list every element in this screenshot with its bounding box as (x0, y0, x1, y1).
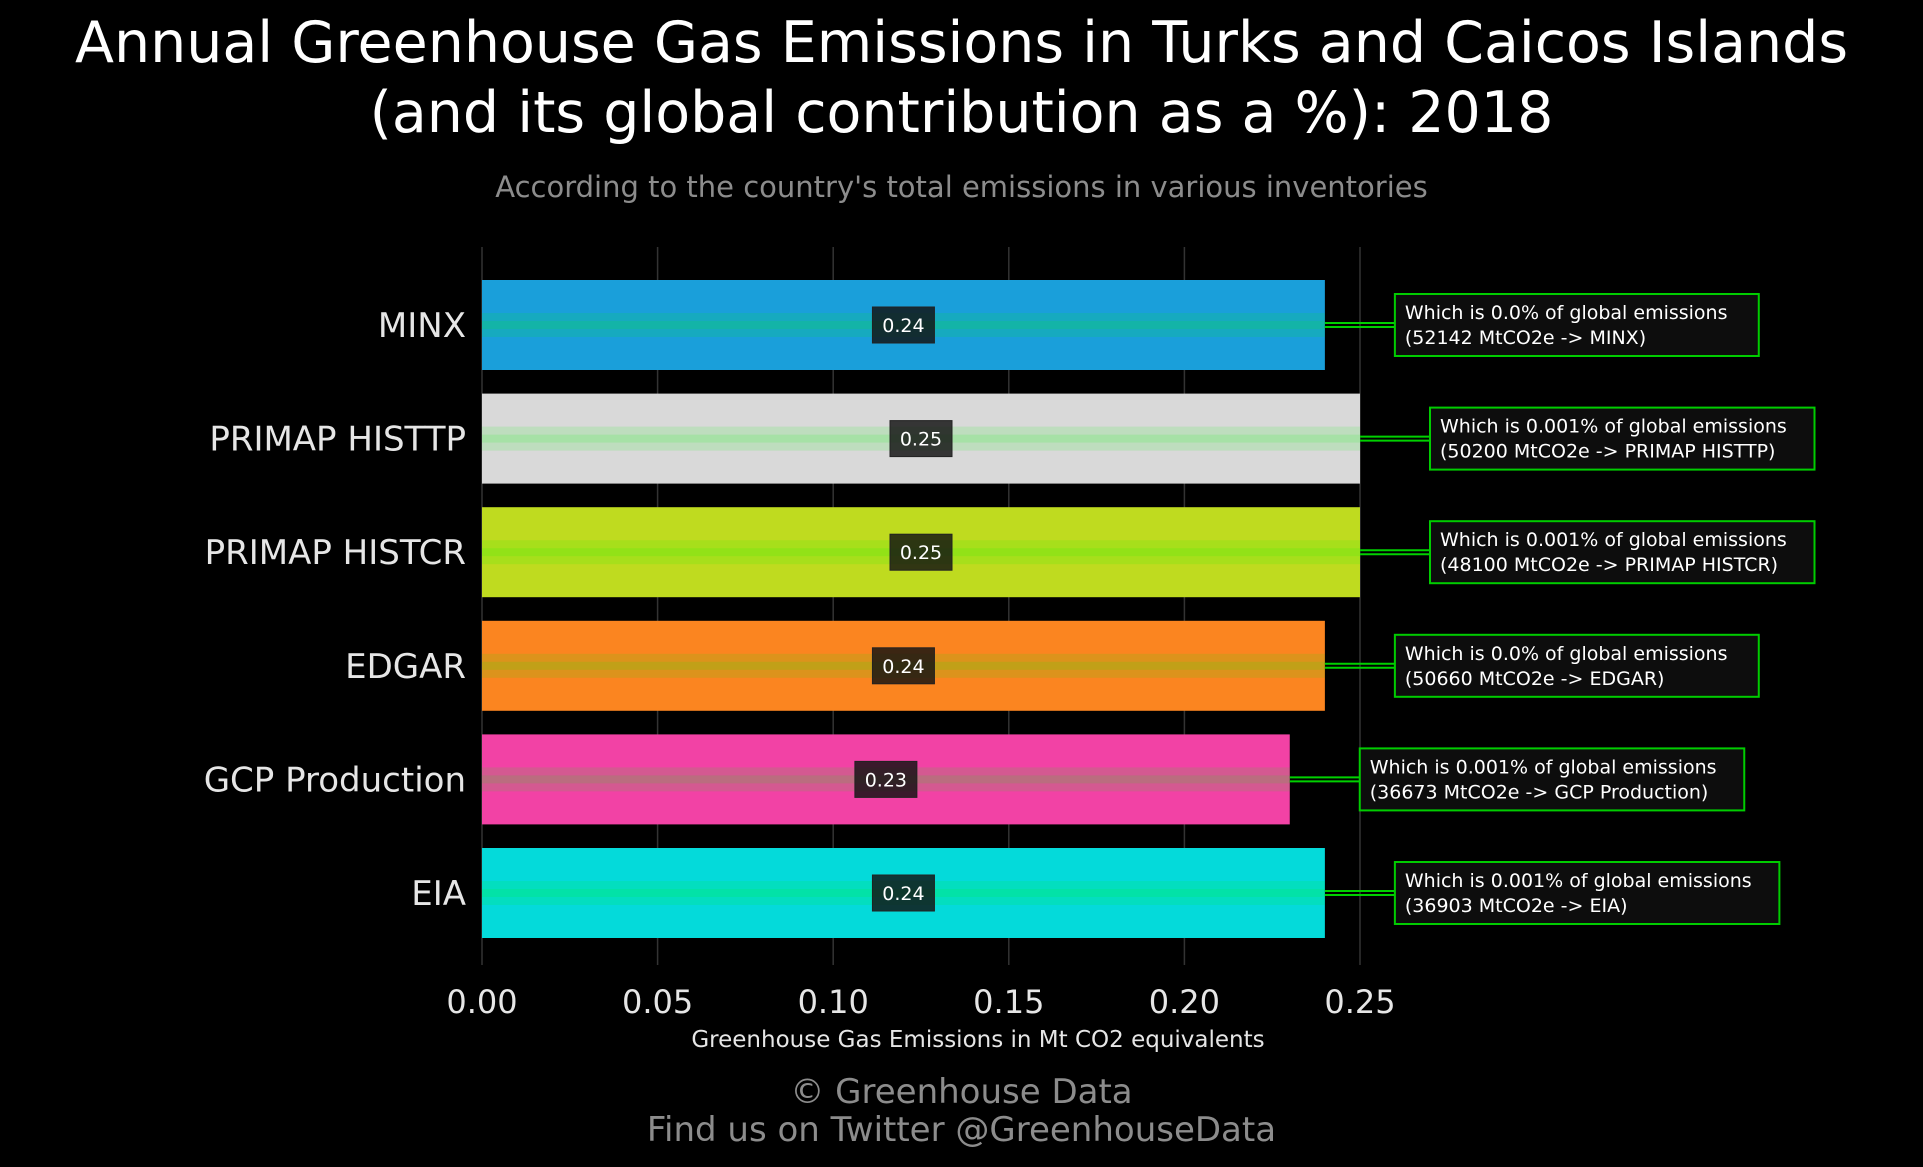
chart-subtitle: According to the country's total emissio… (495, 170, 1428, 204)
category-label-3: EDGAR (345, 647, 466, 687)
value-label-box-1 (889, 420, 953, 458)
annotation-box-4 (1358, 747, 1746, 812)
annotation-line2-3: (50660 MtCO2e -> EDGAR) (1405, 668, 1665, 690)
value-label-4: 0.23 (865, 769, 907, 791)
annotation-box-3 (1393, 633, 1760, 698)
footer-copyright: © Greenhouse Data (790, 1072, 1133, 1112)
category-label-1: PRIMAP HISTTP (209, 420, 466, 460)
title-line-2: (and its global contribution as a %): 20… (369, 80, 1554, 146)
value-label-box-3 (871, 647, 935, 685)
x-tick-label-2: 0.10 (798, 983, 869, 1021)
annotation-box-0 (1393, 293, 1760, 357)
value-label-3: 0.24 (882, 656, 924, 678)
x-tick-label-0: 0.00 (446, 983, 517, 1021)
x-axis-label: Greenhouse Gas Emissions in Mt CO2 equiv… (691, 1027, 1264, 1053)
annotation-line2-4: (36673 MtCO2e -> GCP Production) (1370, 781, 1709, 803)
value-label-1: 0.25 (900, 429, 942, 451)
x-tick-label-5: 0.25 (1324, 983, 1395, 1021)
annotation-box-5 (1393, 861, 1781, 925)
annotation-line2-0: (52142 MtCO2e -> MINX) (1405, 327, 1646, 349)
x-tick-label-3: 0.15 (973, 983, 1044, 1021)
annotation-line2-5: (36903 MtCO2e -> EIA) (1405, 895, 1628, 917)
value-label-box-4 (854, 760, 918, 798)
annotation-line1-5: Which is 0.001% of global emissions (1405, 870, 1752, 892)
footer-twitter: Find us on Twitter @GreenhouseData (646, 1110, 1277, 1150)
value-label-box-0 (871, 306, 935, 344)
annotation-line2-2: (48100 MtCO2e -> PRIMAP HISTCR) (1440, 554, 1778, 576)
annotation-line1-4: Which is 0.001% of global emissions (1370, 756, 1717, 778)
annotation-line1-3: Which is 0.0% of global emissions (1405, 643, 1728, 665)
annotation-line1-2: Which is 0.001% of global emissions (1440, 529, 1787, 551)
annotation-line1-1: Which is 0.001% of global emissions (1440, 416, 1787, 438)
category-label-5: EIA (411, 874, 466, 914)
x-tick-label-4: 0.20 (1149, 983, 1220, 1021)
annotation-box-1 (1429, 406, 1816, 471)
value-label-5: 0.24 (882, 883, 924, 905)
category-label-4: GCP Production (204, 760, 466, 800)
title-line-1: Annual Greenhouse Gas Emissions in Turks… (74, 10, 1849, 76)
annotation-line2-1: (50200 MtCO2e -> PRIMAP HISTTP) (1440, 441, 1775, 463)
value-label-box-2 (889, 533, 953, 571)
annotation-box-2 (1429, 520, 1816, 585)
value-label-2: 0.25 (900, 542, 942, 564)
x-tick-label-1: 0.05 (622, 983, 693, 1021)
category-label-2: PRIMAP HISTCR (205, 533, 466, 573)
annotation-line1-0: Which is 0.0% of global emissions (1405, 302, 1728, 324)
value-label-box-5 (871, 874, 935, 912)
category-label-0: MINX (378, 306, 466, 346)
value-label-0: 0.24 (882, 315, 924, 337)
chart-title: Annual Greenhouse Gas Emissions in Turks… (0, 8, 1923, 148)
